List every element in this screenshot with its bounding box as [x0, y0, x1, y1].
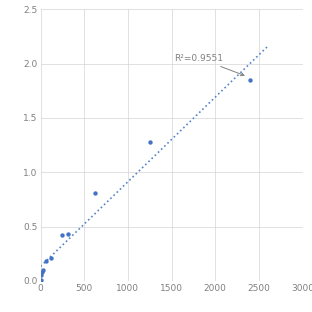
Point — [65, 232, 70, 236]
Point — [49, 256, 54, 261]
Point — [248, 77, 253, 82]
Point — [39, 273, 44, 278]
Point — [38, 277, 43, 282]
Point — [60, 233, 65, 238]
Point — [93, 190, 98, 195]
Text: R²=0.9551: R²=0.9551 — [174, 54, 244, 76]
Point — [41, 267, 46, 272]
Point — [43, 259, 49, 264]
Point — [39, 270, 44, 275]
Point — [147, 139, 152, 144]
